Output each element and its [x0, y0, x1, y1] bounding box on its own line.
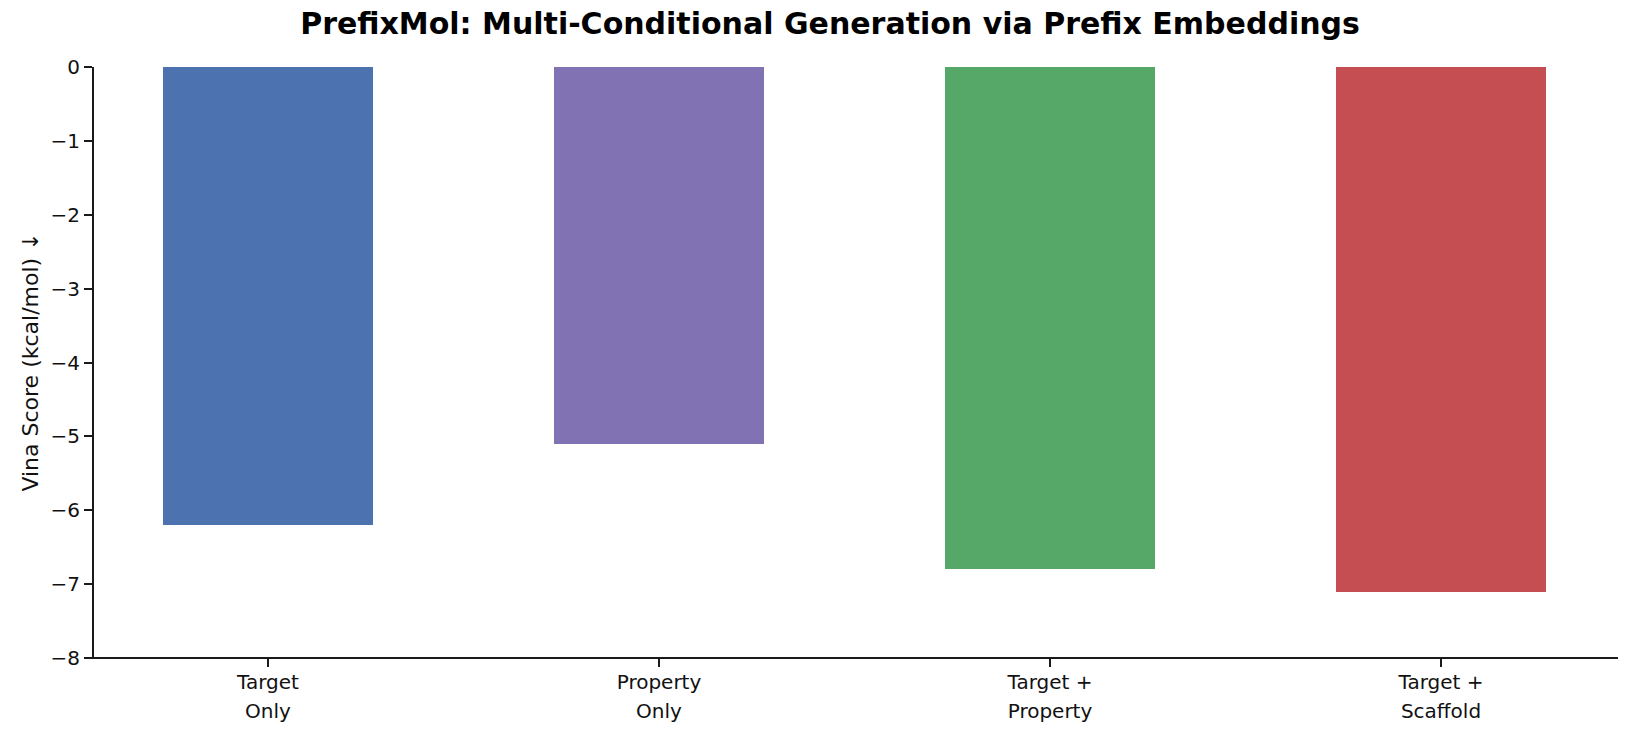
figure: PrefixMol: Multi-Conditional Generation … [0, 0, 1632, 732]
x-axis-spine [92, 657, 1618, 659]
bar-targetplus--scaffold [1336, 67, 1546, 592]
y-tick-label: −8 [20, 648, 80, 668]
x-tick-mark [1049, 659, 1051, 667]
bar-property-only [554, 67, 764, 444]
bar-target-only [163, 67, 373, 525]
y-tick-label: 0 [20, 57, 80, 77]
x-tick-mark [267, 659, 269, 667]
y-tick-label: −2 [20, 205, 80, 225]
y-tick-label: −3 [20, 279, 80, 299]
x-tick-mark [1440, 659, 1442, 667]
y-tick-mark [84, 66, 92, 68]
bar-targetplus--property [945, 67, 1155, 569]
y-tick-mark [84, 362, 92, 364]
x-tick-label: Target + Property [920, 668, 1180, 726]
x-tick-mark [658, 659, 660, 667]
y-tick-label: −6 [20, 500, 80, 520]
y-tick-mark [84, 288, 92, 290]
y-tick-label: −7 [20, 574, 80, 594]
y-axis-spine [92, 67, 94, 658]
x-tick-label: Target Only [138, 668, 398, 726]
x-tick-label: Target + Scaffold [1311, 668, 1571, 726]
chart-title: PrefixMol: Multi-Conditional Generation … [40, 6, 1620, 42]
y-tick-mark [84, 583, 92, 585]
y-tick-label: −4 [20, 353, 80, 373]
y-tick-label: −1 [20, 131, 80, 151]
y-tick-label: −5 [20, 426, 80, 446]
x-tick-label: Property Only [529, 668, 789, 726]
y-tick-mark [84, 435, 92, 437]
y-tick-mark [84, 509, 92, 511]
y-tick-mark [84, 657, 92, 659]
y-tick-mark [84, 214, 92, 216]
y-tick-mark [84, 140, 92, 142]
